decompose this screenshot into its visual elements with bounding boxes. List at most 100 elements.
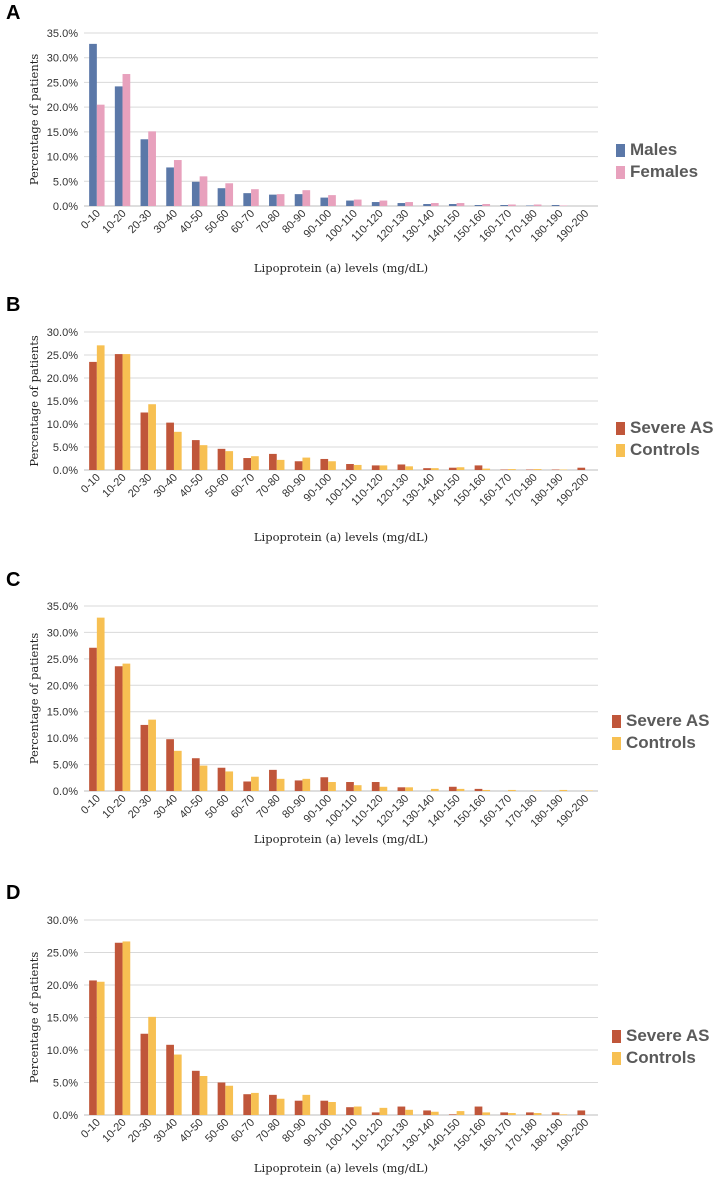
bar-males (217, 188, 226, 206)
bar-controls (328, 1102, 336, 1115)
bar-severe-as (269, 1094, 277, 1115)
legend-swatch-severe-as (612, 714, 621, 728)
bar-females (276, 194, 285, 206)
y-tick-label: 30.0% (47, 627, 78, 639)
bar-controls (508, 789, 516, 791)
x-tick-label: 0-10 (79, 472, 103, 496)
x-tick-label: 70-80 (254, 793, 282, 821)
bar-severe-as (320, 777, 329, 791)
bar-controls (430, 468, 439, 470)
bar-severe-as (217, 767, 226, 791)
bar-controls (302, 457, 311, 470)
bar-females (379, 200, 388, 206)
y-tick-label: 30.0% (47, 327, 78, 339)
bar-controls (302, 778, 311, 791)
y-tick-label: 0.0% (53, 1110, 78, 1122)
bar-severe-as (577, 467, 586, 470)
x-tick-label: 60-70 (229, 1117, 257, 1145)
bar-severe-as (140, 1033, 149, 1115)
x-tick-label: 50-60 (203, 1117, 231, 1145)
chart-b: 0.0% 5.0% 10.0% 15.0% 20.0% 25.0% 30.0% 0-1010-… (27, 327, 598, 544)
bar-severe-as (294, 461, 303, 470)
bar-controls (533, 469, 542, 470)
bar-males (89, 43, 97, 207)
y-tick-label: 20.0% (47, 680, 78, 692)
bar-females (533, 204, 542, 206)
x-axis-title: Lipoprotein (a) levels (mg/dL) (254, 261, 428, 275)
bar-controls (225, 771, 234, 791)
bar-controls (430, 1111, 439, 1115)
x-tick-label: 40-50 (177, 1117, 205, 1145)
bar-controls (559, 789, 568, 791)
bar-males (371, 202, 380, 206)
bar-females (251, 189, 259, 206)
bar-severe-as (166, 422, 174, 470)
bar-severe-as (114, 942, 123, 1115)
legend-swatch-severe-as (616, 421, 625, 435)
bar-severe-as (474, 465, 483, 470)
bar-severe-as (243, 1094, 252, 1115)
y-tick-label: 20.0% (47, 373, 78, 385)
bar-severe-as (89, 980, 97, 1115)
bar-severe-as (217, 1082, 226, 1115)
y-tick-label: 0.0% (53, 786, 78, 798)
bar-severe-as (397, 1106, 406, 1115)
x-tick-label: 0-10 (79, 1117, 103, 1141)
bar-severe-as (423, 1110, 431, 1115)
y-axis-title: Percentage of patients (27, 335, 41, 467)
legend-swatch-females (616, 165, 625, 179)
bar-males (294, 194, 303, 206)
legend-label-controls: Controls (630, 440, 700, 459)
bar-controls (122, 663, 131, 791)
bar-males (166, 167, 174, 206)
bar-males (191, 181, 200, 206)
y-tick-label: 30.0% (47, 53, 78, 65)
x-tick-label: 50-60 (203, 793, 231, 821)
bar-controls (353, 785, 362, 791)
bar-controls (173, 750, 182, 791)
y-tick-label: 5.0% (53, 760, 78, 772)
legend-label-severe-as: Severe AS (626, 1026, 710, 1045)
y-tick-label: 10.0% (47, 152, 78, 164)
x-tick-label: 20-30 (126, 208, 154, 236)
bar-controls (508, 1113, 516, 1115)
bar-females (302, 190, 311, 206)
bar-controls (148, 404, 156, 470)
y-tick-label: 10.0% (47, 733, 78, 745)
bar-males (346, 200, 354, 206)
bar-females (173, 160, 182, 206)
bar-controls (276, 459, 285, 470)
x-tick-label: 50-60 (203, 208, 231, 236)
bar-males (269, 194, 277, 206)
bar-severe-as (243, 458, 252, 470)
bar-controls (251, 1092, 259, 1115)
y-tick-label: 10.0% (47, 419, 78, 431)
bar-males (474, 205, 483, 206)
bar-severe-as (371, 782, 380, 791)
bar-severe-as (269, 769, 277, 791)
legend-label-severe-as: Severe AS (630, 418, 714, 437)
bar-females (456, 203, 465, 206)
bar-severe-as (371, 1112, 380, 1115)
bar-severe-as (191, 1070, 200, 1115)
bar-controls (225, 451, 234, 470)
x-tick-label: 0-10 (79, 793, 103, 817)
bar-severe-as (448, 1114, 457, 1115)
bar-controls (96, 617, 105, 791)
bar-severe-as (397, 787, 406, 791)
legend-item-controls: Controls (612, 732, 709, 754)
bar-controls (379, 786, 388, 791)
x-tick-label: 60-70 (229, 472, 257, 500)
y-tick-label: 15.0% (47, 707, 78, 719)
panel-label-a: A (6, 2, 21, 24)
legend-label-controls: Controls (626, 1048, 696, 1067)
bar-severe-as (217, 448, 226, 470)
x-tick-label: 30-40 (152, 793, 180, 821)
x-tick-label: 40-50 (177, 793, 205, 821)
bar-females (482, 204, 491, 206)
bar-controls (225, 1085, 234, 1115)
panel-label-d: D (6, 882, 21, 904)
bar-controls (585, 790, 593, 791)
legend-item-severe-as: Severe AS (612, 1025, 709, 1047)
bar-males (448, 204, 457, 206)
